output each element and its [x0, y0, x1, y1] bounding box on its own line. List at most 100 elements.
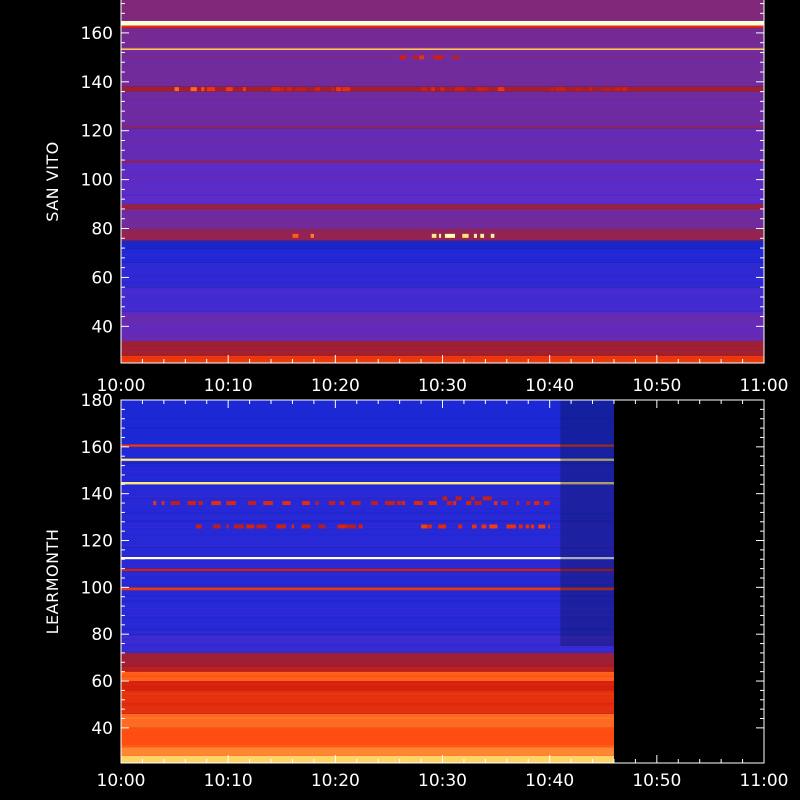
- noise-line: [121, 693, 614, 695]
- noise-line: [121, 661, 614, 663]
- noise-line: [121, 132, 764, 134]
- y-tick-label: 160: [81, 24, 113, 44]
- spectrum-band: [121, 262, 764, 288]
- noise-line: [121, 229, 764, 231]
- noise-line: [121, 579, 614, 581]
- spectrum-band: [121, 666, 614, 672]
- burst-mark: [314, 87, 321, 92]
- burst-mark: [462, 233, 469, 238]
- noise-line: [121, 457, 614, 459]
- burst-mark: [543, 501, 550, 506]
- burst-mark: [433, 55, 443, 60]
- noise-line: [121, 594, 614, 596]
- noise-line: [121, 134, 764, 136]
- noise-line: [121, 306, 764, 308]
- noise-line: [121, 584, 614, 586]
- noise-line: [121, 159, 764, 161]
- noise-line: [121, 279, 764, 281]
- noise-line: [121, 334, 764, 336]
- noise-line: [121, 574, 614, 576]
- spectrum-band: [121, 556, 614, 560]
- x-tick-label: 10:40: [525, 771, 574, 791]
- x-tick-label: 10:00: [97, 771, 146, 791]
- noise-line: [121, 746, 614, 748]
- x-tick-label: 10:50: [632, 771, 681, 791]
- burst-mark: [525, 524, 530, 529]
- burst-mark: [431, 87, 435, 92]
- burst-mark: [282, 501, 291, 506]
- noise-line: [121, 479, 614, 481]
- spectrum-band: [121, 248, 764, 263]
- burst-mark: [225, 87, 233, 92]
- spectrum-band: [121, 91, 764, 126]
- noise-line: [121, 13, 764, 15]
- burst-mark: [396, 501, 402, 506]
- noise-line: [121, 100, 764, 102]
- burst-mark: [242, 87, 247, 92]
- burst-mark: [211, 501, 221, 506]
- burst-mark: [421, 87, 428, 92]
- burst-mark: [271, 87, 281, 92]
- x-tick-label: 10:00: [97, 376, 146, 396]
- noise-line: [121, 697, 614, 699]
- noise-line: [121, 209, 764, 211]
- noise-line: [121, 253, 764, 255]
- noise-line: [121, 729, 614, 731]
- noise-line: [121, 351, 764, 353]
- noise-line: [121, 591, 614, 593]
- x-tick-label: 10:40: [525, 376, 574, 396]
- noise-line: [121, 607, 614, 609]
- burst-mark: [476, 87, 485, 92]
- burst-mark: [328, 501, 336, 506]
- noise-line: [121, 193, 764, 195]
- burst-mark: [247, 501, 257, 506]
- noise-line: [121, 94, 764, 96]
- noise-line: [121, 476, 614, 478]
- noise-line: [121, 463, 614, 465]
- y-tick-label: 80: [91, 625, 113, 645]
- burst-mark: [337, 524, 347, 529]
- noise-line: [121, 452, 614, 454]
- noise-line: [121, 717, 614, 719]
- noise-line: [121, 194, 764, 196]
- noise-line: [121, 125, 764, 127]
- noise-line: [121, 145, 764, 147]
- noise-line: [121, 497, 614, 499]
- burst-mark: [256, 524, 267, 529]
- burst-mark: [384, 501, 395, 506]
- noise-line: [121, 644, 614, 646]
- burst-mark: [371, 501, 379, 506]
- burst-mark: [473, 233, 477, 238]
- burst-mark: [466, 501, 472, 506]
- noise-line: [121, 210, 764, 212]
- y-tick-label: 160: [81, 438, 113, 458]
- noise-line: [121, 280, 764, 282]
- burst-mark: [516, 501, 520, 506]
- noise-line: [121, 513, 614, 515]
- noise-line: [121, 127, 764, 129]
- noise-line: [121, 82, 764, 84]
- y-tick-label: 180: [81, 391, 113, 411]
- noise-line: [121, 615, 614, 617]
- noise-line: [121, 121, 764, 123]
- burst-mark: [438, 233, 442, 238]
- noise-line: [121, 655, 614, 657]
- noise-line: [121, 30, 764, 32]
- burst-mark: [419, 55, 425, 60]
- noise-line: [121, 745, 614, 747]
- burst-mark: [226, 524, 229, 529]
- noise-line: [121, 472, 614, 474]
- burst-mark: [446, 501, 453, 506]
- noise-line: [121, 640, 614, 642]
- burst-mark: [506, 524, 516, 529]
- burst-mark: [302, 501, 310, 506]
- noise-line: [121, 123, 764, 125]
- noise-line: [121, 455, 614, 457]
- burst-mark: [201, 87, 205, 92]
- y-tick-label: 140: [81, 485, 113, 505]
- y-tick-label: 40: [91, 719, 113, 739]
- burst-mark: [196, 524, 202, 529]
- burst-mark: [318, 524, 326, 529]
- noise-line: [121, 603, 614, 605]
- spectrum-band: [121, 400, 614, 445]
